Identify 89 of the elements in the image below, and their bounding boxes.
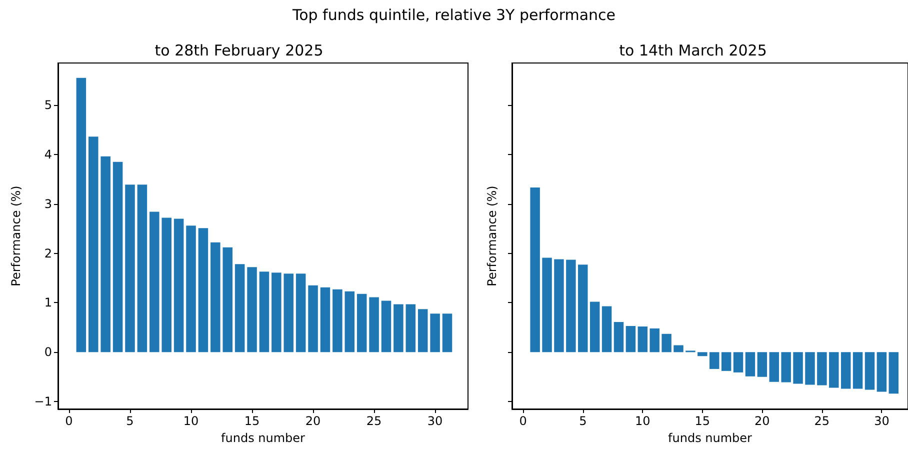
bar	[186, 226, 196, 352]
bar	[721, 352, 732, 371]
chart-title: to 14th March 2025	[619, 42, 767, 60]
bar	[840, 352, 851, 389]
x-tick-label: 5	[579, 414, 587, 428]
text: Top funds quintile, relative 3Y performance	[291, 6, 617, 24]
x-tick-label: 20	[754, 414, 770, 428]
bar	[709, 352, 720, 369]
bar	[112, 162, 123, 352]
bar	[150, 212, 160, 352]
bar	[137, 184, 148, 352]
bar	[566, 260, 576, 352]
bar	[805, 352, 815, 385]
bar	[284, 274, 294, 352]
x-axis-title: funds number	[668, 430, 752, 445]
bar	[356, 294, 367, 352]
y-axis-title: Performance (%)	[9, 186, 23, 286]
bar	[88, 136, 98, 352]
bar	[530, 188, 540, 352]
bar	[876, 352, 887, 392]
bar	[369, 297, 379, 352]
bar	[757, 352, 768, 377]
bar	[234, 264, 245, 352]
y-tick-label: 3	[44, 196, 52, 211]
x-tick-label: 5	[126, 414, 134, 428]
bar	[626, 326, 636, 352]
x-tick-label: 0	[65, 414, 73, 428]
bar	[817, 352, 827, 386]
x-tick-label: 30	[874, 414, 890, 428]
bar	[698, 352, 708, 356]
bar	[781, 352, 791, 382]
y-tick-label: 1	[44, 296, 52, 310]
bar	[100, 156, 110, 352]
bar	[864, 352, 875, 390]
bar	[259, 272, 270, 352]
bar	[745, 352, 756, 376]
chart-title: to 28th February 2025	[154, 42, 324, 60]
bar	[674, 345, 684, 352]
y-tick-label: 0	[44, 345, 52, 360]
bar	[272, 272, 282, 352]
y-tick-label: 4	[44, 147, 52, 162]
y-tick-label: 5	[44, 98, 52, 112]
bar	[888, 352, 899, 394]
bar	[650, 328, 660, 352]
y-axis-title: Performance (%)	[485, 186, 499, 286]
bar	[662, 334, 672, 352]
x-axis-title: funds number	[221, 430, 306, 445]
bar	[381, 300, 392, 352]
bar	[76, 78, 86, 352]
bar	[394, 304, 404, 352]
bar	[406, 304, 416, 352]
x-tick-label: 0	[519, 414, 527, 428]
bar	[198, 228, 208, 352]
bar	[852, 352, 863, 389]
bar	[614, 322, 624, 352]
y-tick-label: 2	[44, 246, 52, 260]
y-tick-label: −1	[34, 394, 52, 409]
bar	[554, 259, 564, 352]
bar	[430, 314, 440, 352]
bar	[162, 218, 172, 352]
bar	[793, 352, 803, 384]
bar	[442, 314, 452, 352]
bar	[829, 352, 839, 388]
bar	[296, 274, 306, 352]
bar	[320, 287, 330, 352]
bar	[542, 258, 552, 352]
x-tick-label: 25	[366, 414, 382, 428]
bar	[733, 352, 744, 372]
bar	[247, 267, 257, 352]
bar	[769, 352, 779, 382]
bar	[308, 285, 318, 352]
bar	[344, 291, 355, 352]
bar	[418, 309, 428, 352]
bar	[174, 218, 184, 352]
bar	[602, 306, 612, 352]
bar	[578, 264, 588, 352]
bar	[332, 289, 342, 352]
x-tick-label: 30	[427, 414, 443, 428]
x-tick-label: 10	[635, 414, 650, 428]
x-tick-label: 10	[183, 414, 199, 428]
x-tick-label: 15	[244, 414, 260, 428]
bar	[125, 184, 135, 352]
bar	[638, 326, 648, 352]
bar	[590, 302, 600, 352]
x-tick-label: 15	[694, 414, 710, 428]
bar	[222, 247, 232, 352]
x-tick-label: 25	[814, 414, 830, 428]
bar	[210, 242, 220, 352]
x-tick-label: 20	[305, 414, 321, 428]
